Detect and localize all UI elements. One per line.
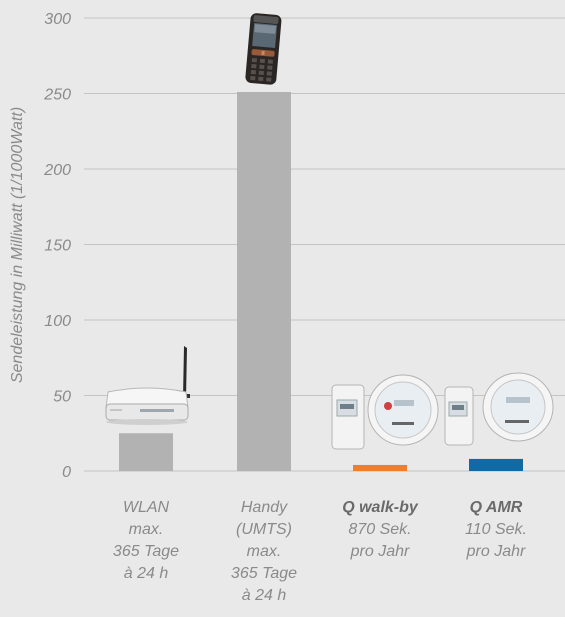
- bar-q-walk-by: [353, 464, 407, 471]
- category-label-q-walk-by: Q walk-by 870 Sek. pro Jahr: [342, 499, 418, 560]
- y-tick-label: 0: [62, 464, 71, 481]
- category-label-handy: Handy (UMTS) max. 365 Tage à 24 h: [230, 499, 298, 604]
- y-tick-label: 150: [44, 238, 71, 255]
- mobile-phone-icon: [245, 13, 282, 85]
- bar-handy: [237, 91, 291, 472]
- q-amr-meter-icon: [444, 372, 554, 446]
- y-tick-label: 100: [44, 313, 71, 330]
- bar-q-amr: [469, 458, 523, 471]
- y-tick-labels: 0 50 100 150 200 250 300: [43, 11, 71, 481]
- y-tick-label: 50: [53, 389, 71, 406]
- y-axis-label: Sendeleistung in Milliwatt (1/1000Watt): [9, 107, 26, 383]
- wlan-router-icon: [105, 346, 190, 425]
- bars: [119, 91, 523, 472]
- category-label-wlan: WLAN max. 365 Tage à 24 h: [112, 499, 180, 582]
- q-walk-by-meter-icon: [331, 374, 439, 450]
- category-label-q-amr: Q AMR 110 Sek. pro Jahr: [465, 499, 527, 560]
- y-tick-label: 250: [43, 87, 71, 104]
- y-tick-label: 200: [43, 162, 71, 179]
- bar-wlan: [119, 433, 173, 471]
- y-tick-label: 300: [44, 11, 71, 28]
